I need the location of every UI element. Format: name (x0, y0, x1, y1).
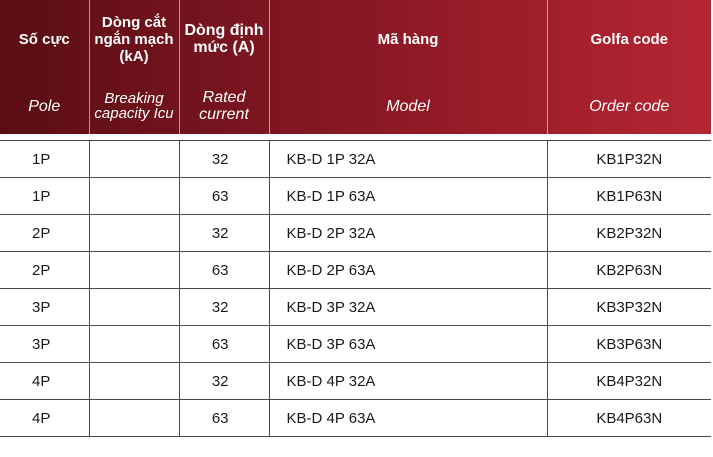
cell-breaking (88, 325, 180, 363)
cell-current: 63 (178, 177, 270, 215)
cell-pole: 4P (0, 399, 90, 437)
cell-model: KB-D 1P 63A (268, 177, 548, 215)
table-row: 3P 32 KB-D 3P 32A KB3P32N (0, 288, 711, 326)
table-row: 3P 63 KB-D 3P 63A KB3P63N (0, 325, 711, 363)
cell-pole: 1P (0, 140, 90, 178)
cell-current: 32 (178, 214, 270, 252)
header-row-english: Pole Breaking capacity Icu Rated current… (0, 78, 711, 134)
table-row: 4P 32 KB-D 4P 32A KB4P32N (0, 362, 711, 400)
header-pole-vi: Số cực (18, 30, 70, 48)
table-row: 1P 32 KB-D 1P 32A KB1P32N (0, 140, 711, 178)
cell-pole: 2P (0, 214, 90, 252)
cell-code: KB1P63N (546, 177, 711, 215)
header-model-en: Model (268, 78, 547, 134)
cell-breaking (88, 399, 180, 437)
header-code-vi: Golfa code (546, 0, 711, 78)
cell-pole: 3P (0, 288, 90, 326)
header-pole-en: Pole (28, 97, 61, 115)
table-row: 2P 63 KB-D 2P 63A KB2P63N (0, 251, 711, 289)
header-breaking-en: Breaking capacity Icu (88, 78, 179, 134)
cell-model: KB-D 2P 63A (268, 251, 548, 289)
table-header: Số cực Dòng cắt ngắn mạch (kA) Dòng định… (0, 0, 711, 134)
table-row: 4P 63 KB-D 4P 63A KB4P63N (0, 399, 711, 437)
cell-current: 32 (178, 288, 270, 326)
cell-model: KB-D 1P 32A (268, 140, 548, 178)
cell-pole: 2P (0, 251, 90, 289)
cell-current: 63 (178, 251, 270, 289)
product-table: Số cực Dòng cắt ngắn mạch (kA) Dòng định… (0, 0, 711, 437)
cell-code: KB3P32N (546, 288, 711, 326)
cell-pole: 1P (0, 177, 90, 215)
header-rated-vi: Dòng định mức (A) (178, 0, 269, 78)
cell-current: 32 (178, 362, 270, 400)
header-row-vietnamese: Số cực Dòng cắt ngắn mạch (kA) Dòng định… (0, 0, 711, 78)
header-gap (0, 134, 711, 141)
table-row: 1P 63 KB-D 1P 63A KB1P63N (0, 177, 711, 215)
cell-breaking (88, 362, 180, 400)
cell-breaking (88, 251, 180, 289)
table-row: 2P 32 KB-D 2P 32A KB2P32N (0, 214, 711, 252)
cell-model: KB-D 4P 63A (268, 399, 548, 437)
cell-current: 32 (178, 140, 270, 178)
cell-code: KB2P63N (546, 251, 711, 289)
cell-current: 63 (178, 325, 270, 363)
header-model-vi: Mã hàng (268, 0, 547, 78)
cell-model: KB-D 3P 32A (268, 288, 548, 326)
cell-breaking (88, 288, 180, 326)
cell-current: 63 (178, 399, 270, 437)
header-rated-en: Rated current (178, 78, 269, 134)
header-breaking-vi: Dòng cắt ngắn mạch (kA) (88, 0, 179, 78)
cell-model: KB-D 4P 32A (268, 362, 548, 400)
cell-breaking (88, 177, 180, 215)
cell-code: KB3P63N (546, 325, 711, 363)
cell-pole: 3P (0, 325, 90, 363)
cell-pole: 4P (0, 362, 90, 400)
cell-code: KB4P63N (546, 399, 711, 437)
cell-code: KB1P32N (546, 140, 711, 178)
cell-code: KB2P32N (546, 214, 711, 252)
cell-breaking (88, 140, 180, 178)
cell-model: KB-D 3P 63A (268, 325, 548, 363)
cell-code: KB4P32N (546, 362, 711, 400)
cell-model: KB-D 2P 32A (268, 214, 548, 252)
cell-breaking (88, 214, 180, 252)
table-body: 1P 32 KB-D 1P 32A KB1P32N 1P 63 KB-D 1P … (0, 134, 711, 437)
header-code-en: Order code (546, 78, 711, 134)
